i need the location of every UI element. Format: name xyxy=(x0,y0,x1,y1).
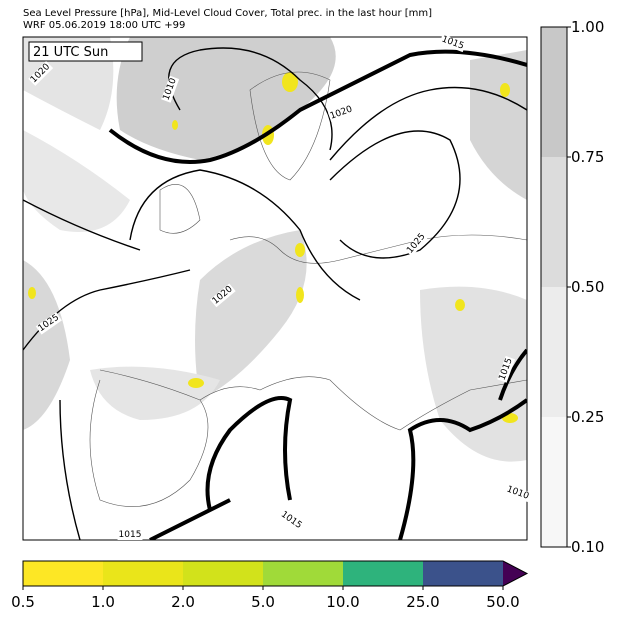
map xyxy=(23,37,527,540)
isobar-label-bg xyxy=(117,530,143,540)
colorbar-tick-label: 2.0 xyxy=(171,593,195,611)
isobar-label-bg xyxy=(504,484,532,503)
colorbar-tick-label: 0.5 xyxy=(11,593,35,611)
time-label: 21 UTC Sun xyxy=(33,45,108,60)
colorbar-tick-label: 0.25 xyxy=(571,408,604,426)
colorbar-frame xyxy=(22,560,529,587)
colorbar-tick-label: 10.0 xyxy=(326,593,359,611)
colorbar-extend xyxy=(503,561,527,586)
header-line: Sea Level Pressure [hPa], Mid-Level Clou… xyxy=(23,8,432,19)
header-line: WRF 05.06.2019 18:00 UTC +99 xyxy=(23,20,185,31)
colorbar-tick-label: 1.0 xyxy=(91,593,115,611)
colorbar-bin xyxy=(541,287,567,417)
isobar-label-bg xyxy=(35,312,62,335)
isobars xyxy=(23,47,527,540)
isobar-label-bg xyxy=(327,104,355,123)
isobar-label-bg xyxy=(161,75,180,103)
colorbar-tick-label: 50.0 xyxy=(486,593,519,611)
colorbar-bin xyxy=(423,561,503,586)
colorbar-bin xyxy=(541,27,567,157)
colorbar-bin xyxy=(23,561,103,586)
isobar-label-bg xyxy=(209,283,236,308)
time-label-box xyxy=(28,41,143,62)
isobar-label-bg xyxy=(278,509,305,532)
isobar-label-bg xyxy=(497,355,516,383)
colorbar-bin xyxy=(343,561,423,586)
colorbar-bin xyxy=(103,561,183,586)
colorbar-tick-label: 1.00 xyxy=(571,18,604,36)
isobar-label-bg xyxy=(439,34,467,53)
colorbar-bin xyxy=(541,157,567,287)
colorbar-bin xyxy=(183,561,263,586)
isobar-label-bg xyxy=(28,61,54,86)
isobar-label: 1015 xyxy=(119,530,142,540)
colorbar-bin xyxy=(263,561,343,586)
colorbar-tick-label: 5.0 xyxy=(251,593,275,611)
colorbar-tick-label: 0.50 xyxy=(571,278,604,296)
isobars-1015 xyxy=(108,49,527,540)
colorbar-bin xyxy=(541,417,567,547)
isobar-label-bg xyxy=(404,230,429,257)
map-frame xyxy=(22,36,528,541)
colorbar-tick-label: 25.0 xyxy=(406,593,439,611)
colorbar-tick-label: 0.10 xyxy=(571,538,604,556)
colorbar-tick-label: 0.75 xyxy=(571,148,604,166)
